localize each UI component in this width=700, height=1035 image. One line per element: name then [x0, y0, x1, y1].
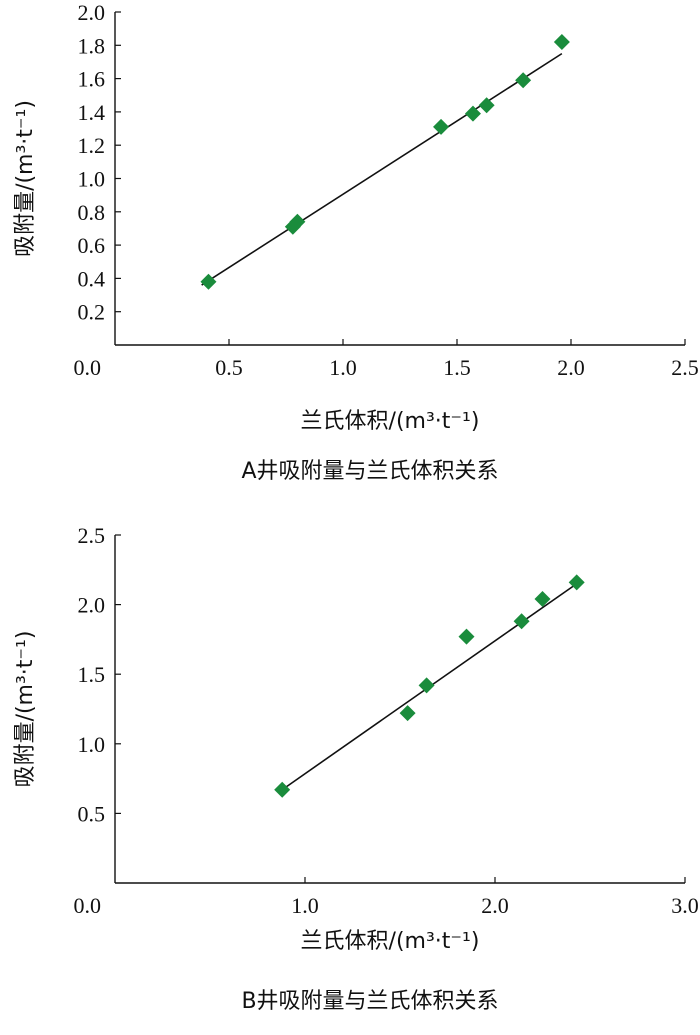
y-tick-label: 0.2 — [78, 300, 106, 325]
data-point — [513, 613, 530, 630]
data-point — [568, 574, 585, 591]
y-tick-label: 1.8 — [78, 33, 106, 58]
data-point — [200, 273, 217, 290]
y-tick-label: 2.0 — [78, 593, 106, 618]
y-axis-title: 吸附量/(m³·t⁻¹) — [13, 631, 38, 788]
y-tick-label: 1.5 — [78, 662, 106, 687]
y-tick-label: 0.4 — [78, 266, 106, 291]
data-point — [399, 705, 416, 722]
x-tick-label: 1.5 — [443, 355, 471, 380]
origin-label: 0.0 — [74, 893, 102, 918]
data-point — [433, 118, 450, 135]
chart-b: 1.0 2.0 3.0 0.0 0.5 1.0 1.5 2.0 2.5 兰氏体积/(m³·t⁻¹)… — [13, 523, 699, 1014]
origin-label: 0.0 — [74, 355, 102, 380]
y-tick-label: 1.4 — [78, 100, 106, 125]
data-point — [458, 628, 475, 645]
y-tick-label: 2.0 — [78, 0, 106, 25]
data-point — [534, 591, 551, 608]
y-tick-label: 1.6 — [78, 67, 106, 92]
y-tick-label: 1.0 — [78, 167, 106, 192]
data-point — [274, 781, 291, 798]
y-tick-label: 2.5 — [78, 523, 106, 548]
x-axis-title: 兰氏体积/(m³·t⁻¹) — [301, 409, 480, 434]
data-point — [515, 72, 532, 89]
x-tick-label: 2.5 — [671, 355, 699, 380]
x-tick-label: 1.0 — [291, 893, 319, 918]
y-tick-label: 1.2 — [78, 133, 106, 158]
y-tick-label: 0.6 — [78, 233, 106, 258]
y-tick-label: 0.5 — [78, 801, 106, 826]
x-tick-label: 2.0 — [557, 355, 585, 380]
y-tick-label: 0.8 — [78, 200, 106, 225]
data-point — [553, 33, 570, 50]
x-tick-label: 2.0 — [481, 893, 509, 918]
chart-caption: A井吸附量与兰氏体积关系 — [241, 459, 498, 484]
fit-line — [201, 52, 563, 286]
data-point — [289, 213, 306, 230]
x-tick-label: 1.0 — [329, 355, 357, 380]
chart-a: 0.5 1.0 1.5 2.0 2.5 0.0 0.2 0.4 0.6 0.8 1.0 1.2 1.4 1… — [13, 0, 699, 484]
x-tick-label: 3.0 — [671, 893, 699, 918]
chart-caption: B井吸附量与兰氏体积关系 — [241, 989, 498, 1014]
data-point — [478, 97, 495, 114]
y-axis-title: 吸附量/(m³·t⁻¹) — [13, 100, 38, 257]
data-point — [418, 677, 435, 694]
x-tick-label: 0.5 — [215, 355, 243, 380]
data-point — [464, 105, 481, 122]
x-axis-title: 兰氏体积/(m³·t⁻¹) — [301, 929, 480, 954]
y-tick-label: 1.0 — [78, 732, 106, 757]
